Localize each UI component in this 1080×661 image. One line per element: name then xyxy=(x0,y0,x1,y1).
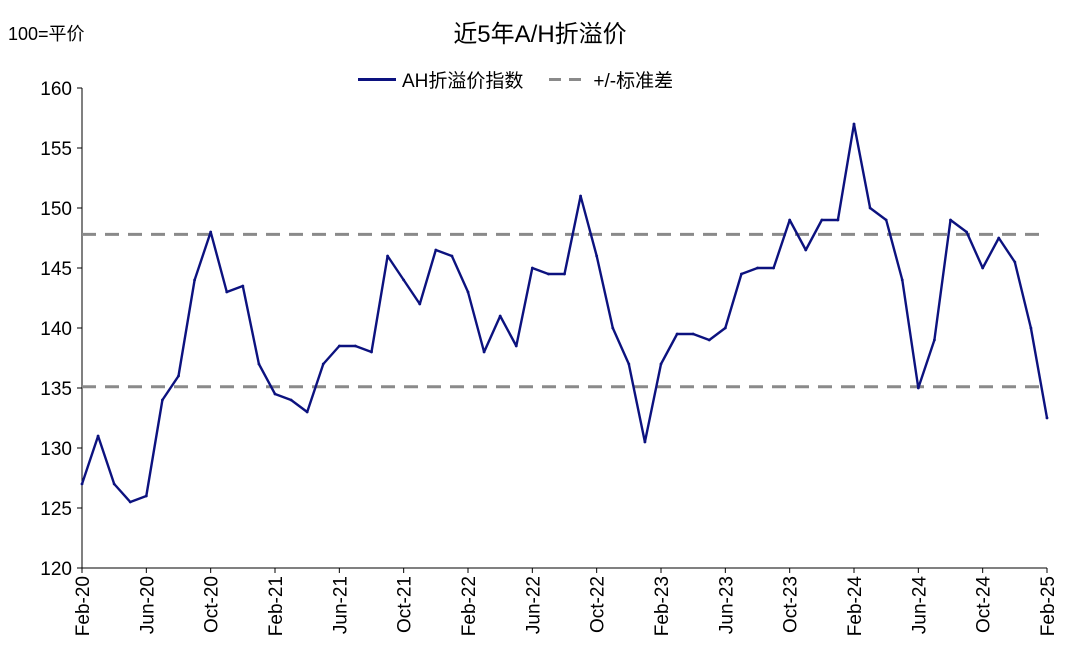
data-point xyxy=(1029,326,1033,330)
data-point xyxy=(868,206,872,210)
y-tick-label: 125 xyxy=(40,499,72,520)
series-line-ah-index xyxy=(80,122,1049,504)
y-tick-label: 145 xyxy=(40,259,72,280)
legend-item-ah-index: AH折溢价指数 xyxy=(358,66,523,93)
x-tick-label: Feb-20 xyxy=(73,576,94,636)
data-point xyxy=(144,494,148,498)
data-point xyxy=(836,218,840,222)
x-tick-label: Oct-20 xyxy=(202,576,223,633)
legend-item-std: +/-标准差 xyxy=(549,66,673,93)
data-point xyxy=(916,386,920,390)
x-tick-label: Oct-21 xyxy=(395,576,416,633)
data-point xyxy=(434,248,438,252)
x-tick-label: Oct-22 xyxy=(588,576,609,633)
data-point xyxy=(466,290,470,294)
data-point xyxy=(337,344,341,348)
data-point xyxy=(305,410,309,414)
x-tick-label: Feb-24 xyxy=(845,576,866,637)
y-tick-label: 150 xyxy=(40,199,72,220)
x-tick-label: Oct-24 xyxy=(974,576,995,633)
legend-label-ah-index: AH折溢价指数 xyxy=(402,71,524,92)
data-point xyxy=(289,398,293,402)
x-tick-label: Jun-24 xyxy=(909,576,930,635)
data-point xyxy=(209,230,213,234)
data-point xyxy=(997,236,1001,240)
data-point xyxy=(177,374,180,378)
data-point xyxy=(96,434,100,438)
legend-swatch-dashed xyxy=(549,78,588,81)
x-tick-label: Feb-23 xyxy=(652,576,673,636)
data-point xyxy=(370,350,373,354)
y-tick-label: 155 xyxy=(40,139,72,160)
data-point xyxy=(627,362,631,366)
data-point xyxy=(193,278,196,282)
data-point xyxy=(225,290,229,294)
legend-label-std: +/-标准差 xyxy=(593,71,674,92)
x-tick-label: Jun-21 xyxy=(330,576,351,634)
data-point xyxy=(498,314,502,318)
data-point xyxy=(981,266,985,270)
data-point xyxy=(563,272,566,276)
data-point xyxy=(804,248,808,252)
data-point xyxy=(820,218,824,222)
x-tick-label: Feb-25 xyxy=(1038,576,1059,636)
data-point xyxy=(514,344,518,348)
data-point xyxy=(112,482,116,486)
data-point xyxy=(80,482,84,486)
data-point xyxy=(354,344,357,348)
data-point xyxy=(1013,260,1017,264)
data-point xyxy=(900,278,904,282)
data-point xyxy=(257,362,261,366)
data-point xyxy=(788,218,792,222)
data-point xyxy=(675,332,679,336)
data-point xyxy=(386,254,389,258)
data-point xyxy=(273,392,277,396)
x-tick-label: Jun-20 xyxy=(137,576,158,634)
legend-swatch-solid xyxy=(358,78,396,81)
y-tick-label: 130 xyxy=(40,439,72,460)
data-point xyxy=(707,338,711,342)
data-point xyxy=(402,278,406,282)
data-point xyxy=(579,194,582,198)
data-point xyxy=(161,398,164,402)
data-point xyxy=(949,218,952,222)
data-point xyxy=(128,500,132,504)
data-point xyxy=(611,326,615,330)
data-point xyxy=(756,266,759,270)
data-point xyxy=(723,326,727,330)
data-point xyxy=(321,362,325,366)
unit-label: 100=平价 xyxy=(8,24,85,44)
data-point xyxy=(933,338,936,342)
x-tick-label: Oct-23 xyxy=(781,576,802,633)
data-point xyxy=(482,350,486,354)
data-point xyxy=(659,362,663,366)
data-point xyxy=(1045,416,1049,420)
data-point xyxy=(852,122,856,126)
data-point xyxy=(547,272,550,276)
y-tick-label: 135 xyxy=(40,379,72,400)
x-tick-label: Jun-22 xyxy=(523,576,544,634)
data-point xyxy=(965,230,968,234)
data-point xyxy=(691,332,695,336)
data-point xyxy=(530,266,534,270)
x-tick-label: Feb-21 xyxy=(266,576,287,636)
x-tick-label: Jun-23 xyxy=(716,576,737,634)
y-tick-label: 160 xyxy=(40,79,72,100)
data-point xyxy=(772,266,775,270)
legend: AH折溢价指数 +/-标准差 xyxy=(358,66,699,93)
y-tick-label: 120 xyxy=(40,559,72,580)
data-point xyxy=(740,272,743,276)
chart-title: 近5年A/H折溢价 xyxy=(453,21,627,48)
data-point xyxy=(643,440,647,444)
data-point xyxy=(450,254,454,258)
data-point xyxy=(884,218,888,222)
data-point xyxy=(418,302,422,306)
data-point xyxy=(595,254,599,258)
y-tick-label: 140 xyxy=(40,319,72,340)
data-point xyxy=(241,284,245,288)
x-tick-label: Feb-22 xyxy=(459,576,480,636)
